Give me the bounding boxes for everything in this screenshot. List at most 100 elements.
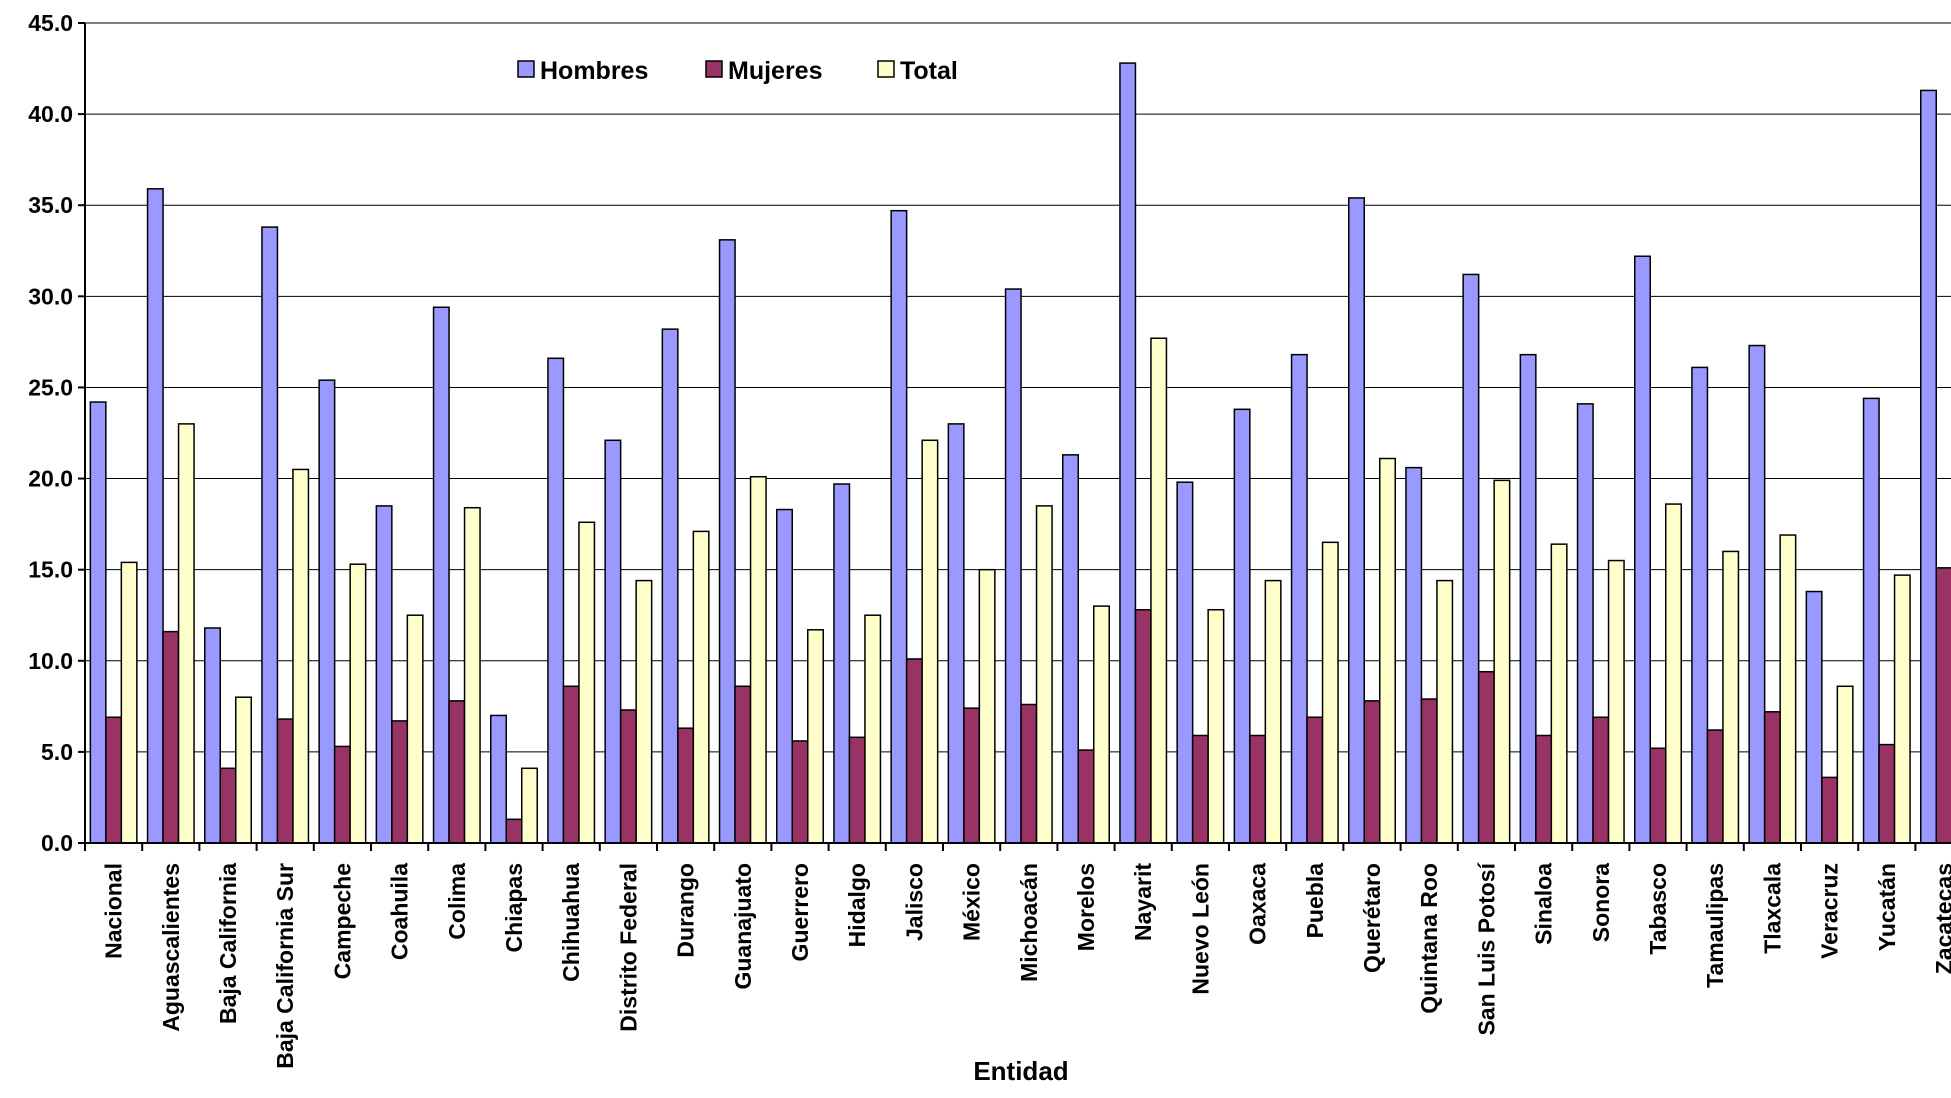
x-category-label: Nuevo León (1187, 863, 1213, 995)
bar-hombres-4 (318, 379, 336, 844)
bar-hombres-1 (146, 188, 164, 844)
bar-hombres-14 (890, 209, 908, 844)
x-category-label: Nacional (101, 863, 127, 959)
bar-mujeres-14 (905, 658, 923, 844)
x-category-label: Chiapas (501, 863, 527, 952)
x-category-label: Tamaulipas (1702, 863, 1728, 988)
bar-total-3 (292, 468, 310, 844)
bar-total-31 (1893, 574, 1911, 844)
bar-total-18 (1150, 337, 1168, 844)
bar-hombres-31 (1862, 397, 1880, 844)
x-category-label: Baja California Sur (272, 863, 298, 1069)
x-category-label: Baja California (215, 863, 241, 1024)
bar-mujeres-20 (1249, 734, 1267, 844)
bar-mujeres-9 (619, 709, 637, 844)
bar-total-5 (406, 614, 424, 844)
bar-total-17 (1093, 605, 1110, 844)
x-category-label: Coahuila (387, 863, 413, 960)
bar-mujeres-4 (333, 745, 351, 844)
bar-mujeres-24 (1477, 670, 1495, 844)
x-category-label: Distrito Federal (615, 863, 641, 1032)
bar-total-22 (1379, 457, 1396, 844)
bar-total-7 (521, 767, 538, 844)
x-category-label: Yucatán (1874, 863, 1900, 951)
bar-hombres-21 (1290, 353, 1308, 844)
bar-hombres-24 (1462, 273, 1480, 844)
bar-mujeres-13 (848, 736, 866, 844)
bar-mujeres-2 (219, 767, 237, 844)
x-category-label: Guanajuato (730, 863, 756, 990)
bar-total-12 (807, 629, 824, 844)
bar-hombres-9 (604, 439, 622, 844)
bar-hombres-8 (547, 357, 565, 844)
y-tick-label: 40.0 (28, 101, 73, 127)
bar-mujeres-19 (1191, 734, 1209, 844)
bar-hombres-0 (89, 401, 107, 844)
legend-swatch-mujeres (705, 60, 723, 78)
bar-total-28 (1722, 550, 1740, 844)
x-category-label: Nayarit (1130, 863, 1156, 941)
x-category-label: Aguascalientes (158, 863, 184, 1032)
bar-total-1 (177, 423, 195, 844)
bar-mujeres-6 (448, 700, 466, 844)
bar-mujeres-21 (1306, 716, 1324, 844)
bar-mujeres-30 (1821, 776, 1839, 844)
bar-total-14 (921, 439, 939, 844)
axes (78, 22, 1951, 851)
x-category-label: Durango (673, 863, 699, 958)
y-tick-labels: 0.0 5.0 10.0 15.0 20.0 25.0 30.0 35.0 40.0 45.0 (28, 10, 73, 856)
bar-hombres-11 (718, 239, 736, 844)
bar-total-0 (120, 561, 138, 844)
bar-hombres-3 (261, 226, 279, 844)
x-category-label: Oaxaca (1245, 863, 1271, 945)
bar-mujeres-31 (1878, 743, 1896, 844)
x-category-label: Jalisco (901, 863, 927, 941)
bar-total-25 (1550, 543, 1568, 844)
bar-total-29 (1779, 534, 1797, 844)
x-category-label: Zacatecas (1931, 863, 1951, 974)
bar-total-8 (578, 521, 596, 844)
legend-label-total: Total (900, 57, 958, 85)
bar-mujeres-17 (1077, 749, 1095, 844)
bar-mujeres-8 (562, 685, 580, 844)
bar-total-27 (1665, 503, 1682, 844)
bar-mujeres-16 (1020, 703, 1038, 844)
x-category-label: Querétaro (1359, 863, 1385, 973)
x-category-label: Tlaxcala (1759, 863, 1785, 954)
bar-hombres-27 (1634, 255, 1651, 844)
x-category-label: Sinaloa (1531, 863, 1557, 945)
bar-hombres-19 (1176, 481, 1194, 844)
x-category-label: Chihuahua (558, 863, 584, 982)
bar-hombres-26 (1576, 403, 1594, 844)
bar-total-10 (692, 530, 710, 844)
x-category-label: Colima (444, 863, 470, 940)
x-category-labels: Nacional Aguascalientes Baja California Baj… (101, 861, 1951, 1068)
bar-hombres-10 (661, 328, 679, 844)
legend: Hombres Mujeres Total (517, 57, 958, 85)
bar-hombres-16 (1004, 288, 1022, 844)
bar-hombres-25 (1519, 353, 1537, 844)
bar-hombres-30 (1805, 590, 1823, 844)
bar-mujeres-18 (1134, 609, 1152, 844)
bar-mujeres-0 (105, 716, 123, 844)
bar-mujeres-29 (1763, 711, 1781, 844)
bar-hombres-12 (776, 508, 793, 844)
bar-hombres-23 (1405, 466, 1423, 844)
legend-swatch-hombres (517, 60, 535, 78)
bar-hombres-29 (1748, 344, 1766, 844)
bar-total-6 (463, 506, 481, 844)
x-category-label: Guerrero (787, 863, 813, 961)
bar-mujeres-7 (505, 818, 523, 844)
x-category-label: Puebla (1302, 863, 1328, 939)
bar-total-11 (749, 475, 767, 844)
x-category-label: México (959, 863, 985, 941)
bar-mujeres-11 (734, 685, 752, 844)
bar-total-20 (1264, 579, 1282, 844)
y-tick-label: 20.0 (28, 466, 73, 492)
bar-mujeres-26 (1592, 716, 1610, 844)
bar-total-30 (1836, 685, 1854, 844)
y-tick-label: 35.0 (28, 192, 73, 218)
bars (89, 62, 1951, 844)
x-category-label: Sonora (1588, 863, 1614, 942)
x-category-label: Tabasco (1645, 863, 1671, 955)
